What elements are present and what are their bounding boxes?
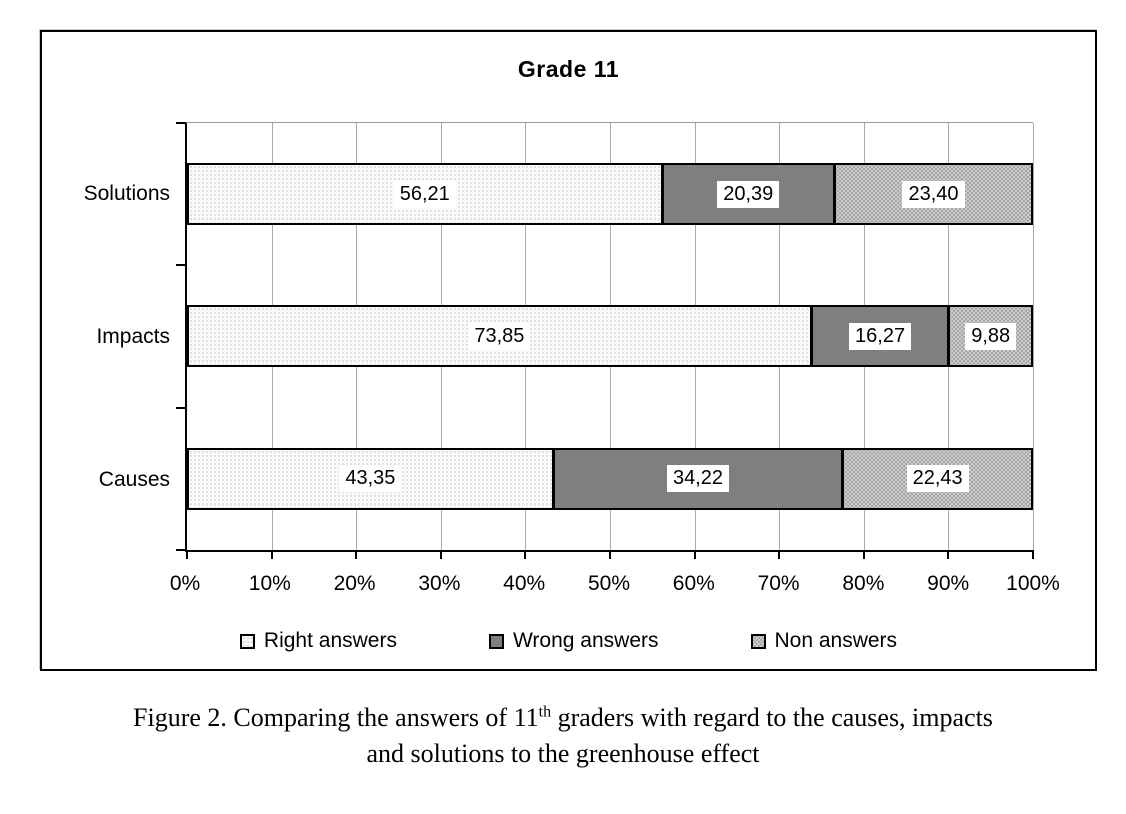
bar-value-label: 9,88 — [965, 322, 1017, 350]
x-axis-tick-label: 40% — [503, 572, 546, 595]
bar-segment-wrong-answers-solutions: 20,39 — [662, 163, 836, 226]
x-axis-tick-label: 70% — [757, 572, 800, 595]
x-axis-tick-label: 10% — [248, 572, 291, 595]
bar-segment-wrong-answers-causes: 34,22 — [553, 447, 844, 510]
x-axis-tick — [609, 550, 611, 559]
bar-row-solutions: 56,21 20,39 23,40 — [187, 123, 1033, 265]
x-axis-tick-label: 90% — [927, 572, 970, 595]
x-axis-tick-label: 100% — [1006, 572, 1060, 595]
plot-area: 56,21 20,39 23,40 73,85 16,27 9,88 43,35 34,22 2… — [176, 122, 1034, 559]
figure-frame: Grade 11 Solutions Impacts Causes 56,21 20,… — [40, 30, 1097, 671]
legend-label-right-answers: Right answers — [263, 629, 397, 652]
bar-value-label: 73,85 — [468, 322, 531, 350]
figure-caption: Figure 2. Comparing the answers of 11th … — [0, 700, 1126, 772]
y-axis-tick — [176, 122, 185, 124]
x-axis-tick-label: 60% — [672, 572, 715, 595]
bar-value-label: 23,40 — [902, 180, 965, 208]
x-axis-tick — [862, 550, 865, 559]
caption-line2: and solutions to the greenhouse effect — [366, 739, 760, 768]
legend-item-wrong-answers: Wrong answers — [488, 629, 659, 653]
x-axis-tick — [186, 550, 188, 559]
x-axis-tick — [439, 550, 442, 559]
x-axis-tick — [270, 550, 273, 559]
x-axis-tick — [355, 550, 358, 559]
x-axis-labels: 0% 10% 20% 30% 40% 50% 60% 70% 80% 90% 100% — [170, 572, 1060, 600]
y-axis-tick — [176, 264, 185, 267]
caption-line1-suffix: graders with regard to the causes, impac… — [551, 703, 993, 732]
bar-segment-right-answers-solutions: 56,21 — [187, 163, 663, 226]
x-axis-tick — [693, 550, 696, 559]
bar-value-label: 43,35 — [339, 465, 402, 493]
bar-value-label: 20,39 — [717, 180, 780, 208]
category-label-impacts: Impacts — [96, 324, 170, 348]
stacked-bar-impacts: 73,85 16,27 9,88 — [187, 305, 1033, 368]
legend-item-non-answers: Non answers — [750, 629, 898, 653]
bar-segment-non-answers-impacts: 9,88 — [949, 305, 1033, 368]
chart-title: Grade 11 — [517, 56, 620, 82]
caption-line1-prefix: Figure 2. Comparing the answers of 11 — [133, 703, 539, 732]
legend-label-wrong-answers: Wrong answers — [512, 629, 659, 652]
x-axis-tick — [947, 550, 950, 559]
legend-label-non-answers: Non answers — [774, 629, 898, 652]
bar-value-label: 22,43 — [906, 465, 969, 493]
bar-row-impacts: 73,85 16,27 9,88 — [187, 265, 1033, 407]
legend-swatch-non-answers — [750, 633, 766, 649]
legend: Right answers Wrong answers Non answers — [42, 629, 1095, 653]
x-axis-tick — [524, 550, 527, 559]
bar-value-label: 16,27 — [849, 322, 912, 350]
grid-line — [1033, 123, 1034, 550]
legend-swatch-wrong-answers — [488, 633, 504, 649]
y-axis-tick — [176, 406, 185, 409]
stacked-bar-solutions: 56,21 20,39 23,40 — [187, 163, 1033, 226]
bar-value-label: 56,21 — [393, 180, 456, 208]
x-axis-tick-label: 30% — [418, 572, 461, 595]
bar-segment-wrong-answers-impacts: 16,27 — [811, 305, 950, 368]
x-axis-tick-label: 80% — [842, 572, 885, 595]
bar-segment-right-answers-causes: 43,35 — [187, 447, 554, 510]
legend-item-right-answers: Right answers — [239, 629, 397, 653]
stacked-bar-causes: 43,35 34,22 22,43 — [187, 447, 1033, 510]
x-axis-tick-label: 20% — [333, 572, 376, 595]
bar-row-causes: 43,35 34,22 22,43 — [187, 408, 1033, 550]
category-label-causes: Causes — [98, 468, 170, 492]
x-axis-tick — [1032, 550, 1034, 559]
x-axis-tick — [778, 550, 781, 559]
bar-segment-right-answers-impacts: 73,85 — [187, 305, 812, 368]
category-label-solutions: Solutions — [83, 181, 170, 205]
category-axis: Solutions Impacts Causes — [42, 122, 170, 552]
x-axis-tick-label: 50% — [587, 572, 631, 595]
bar-value-label: 34,22 — [666, 465, 730, 493]
bar-segment-non-answers-causes: 22,43 — [843, 447, 1033, 510]
legend-swatch-right-answers — [239, 633, 255, 649]
bar-segment-non-answers-solutions: 23,40 — [835, 163, 1033, 226]
y-axis-tick — [176, 549, 185, 551]
caption-superscript: th — [538, 703, 552, 721]
x-axis-tick-label: 0% — [169, 572, 201, 595]
